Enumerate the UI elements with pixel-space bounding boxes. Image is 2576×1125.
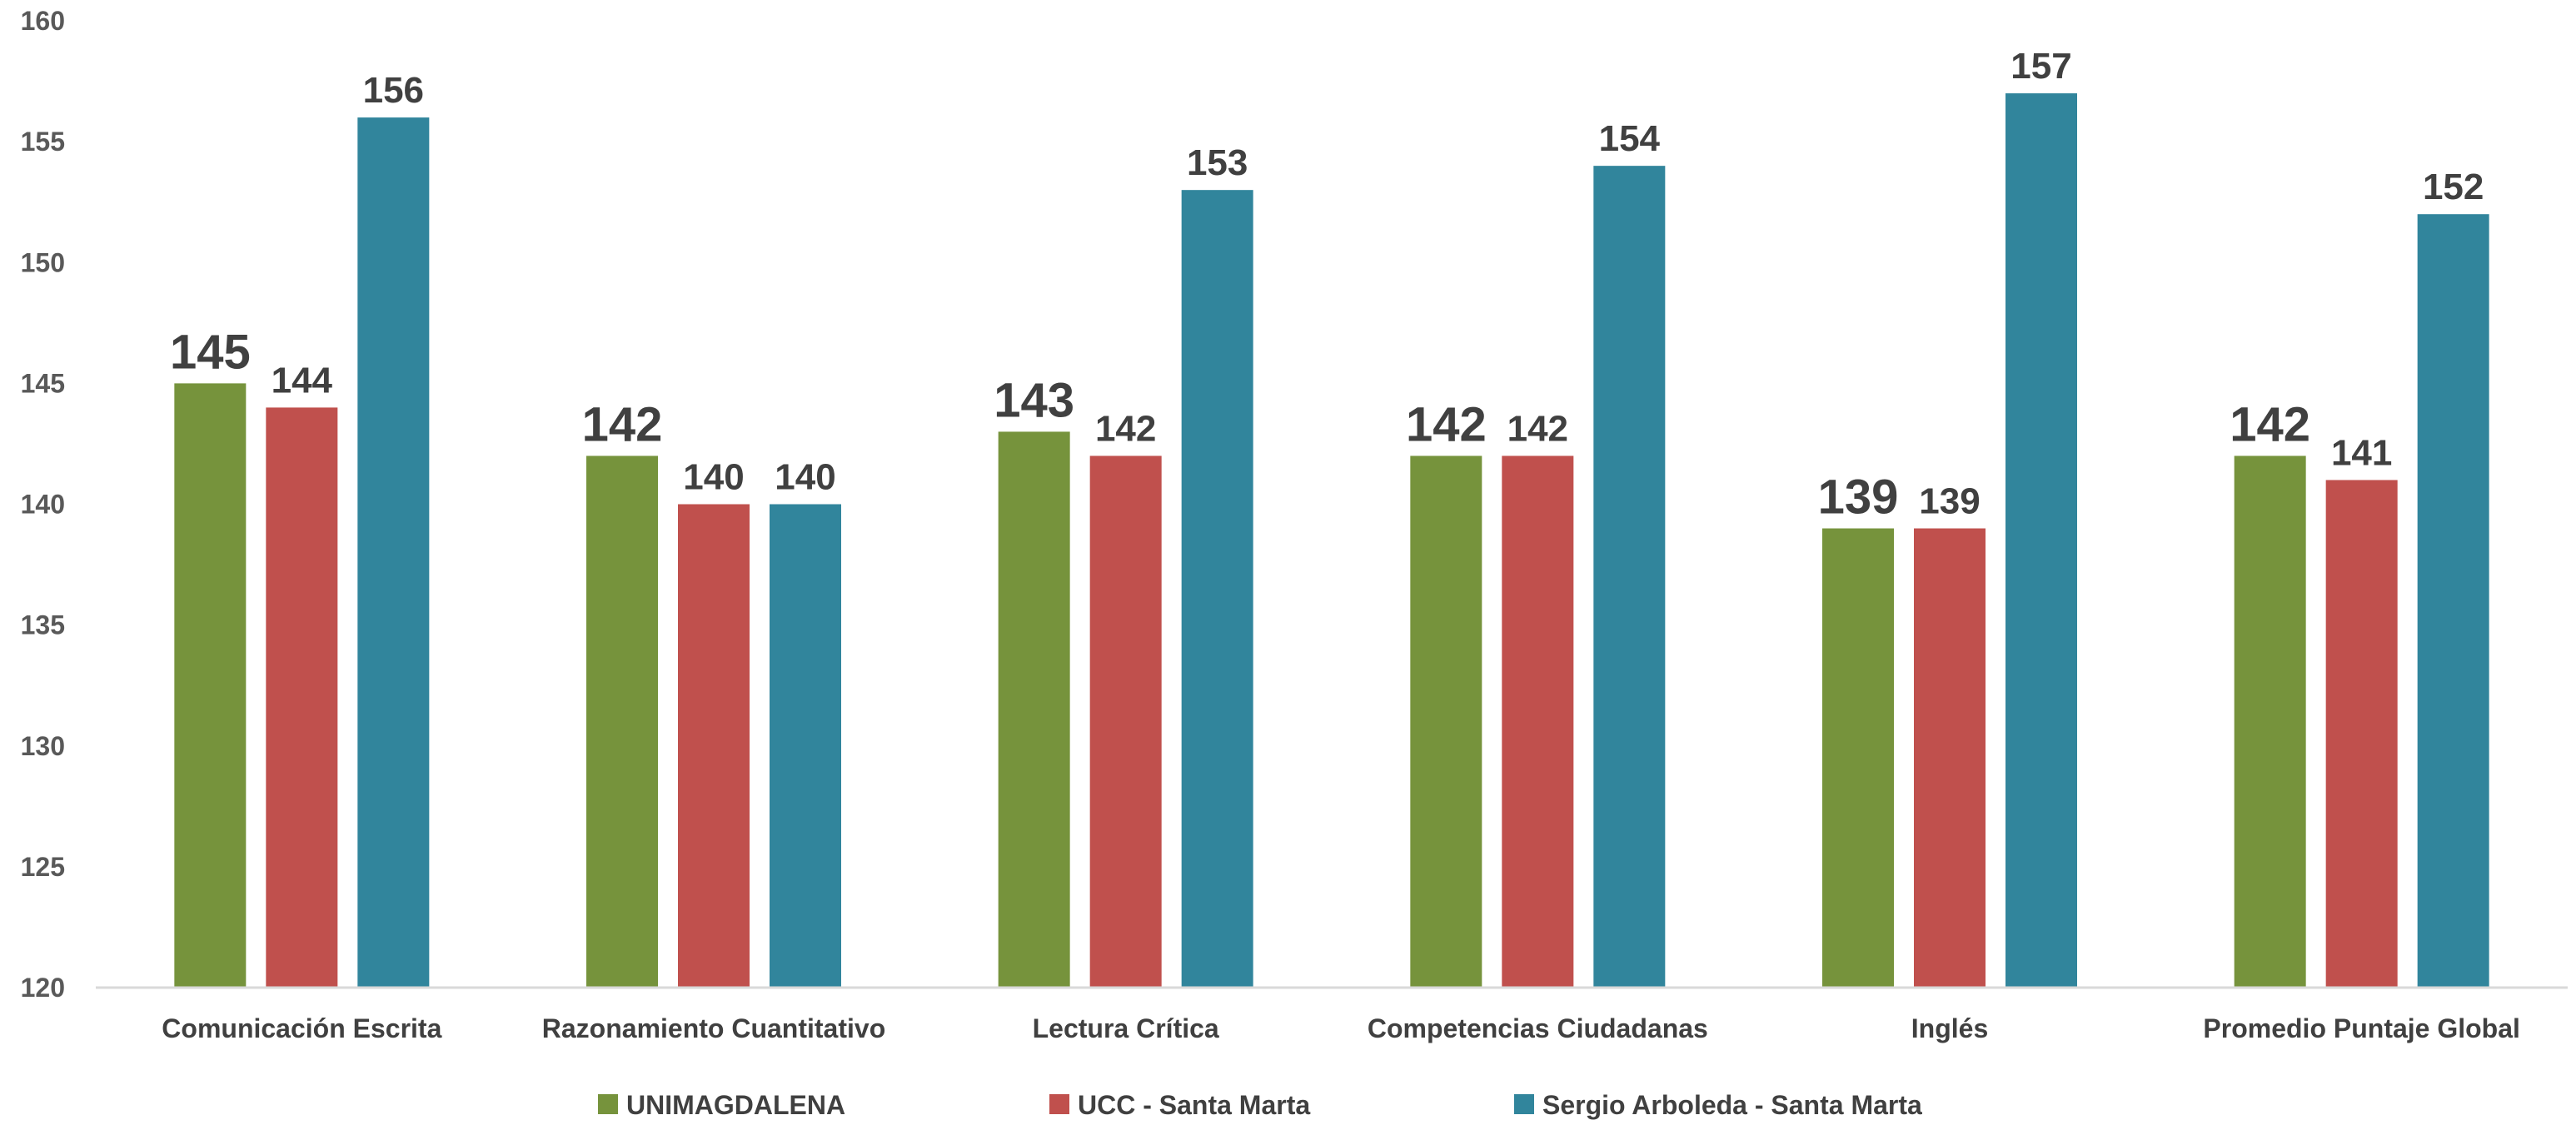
data-label: 157 — [2010, 46, 2071, 87]
bar — [2234, 455, 2306, 988]
bar — [174, 383, 247, 988]
x-category-label: Inglés — [1911, 1013, 1988, 1043]
data-label: 142 — [1507, 408, 1568, 449]
data-label: 154 — [1599, 118, 1661, 159]
data-label: 142 — [1406, 397, 1487, 451]
y-tick-label: 150 — [21, 247, 65, 277]
data-label: 140 — [683, 457, 744, 498]
y-tick-label: 135 — [21, 610, 65, 640]
y-tick-label: 145 — [21, 368, 65, 398]
x-category-label: Competencias Ciudadanas — [1368, 1013, 1708, 1043]
legend: UNIMAGDALENA UCC - Santa Marta Sergio Arbo… — [598, 1090, 1922, 1120]
data-label: 156 — [363, 70, 424, 111]
x-category-label: Razonamiento Cuantitativo — [542, 1013, 885, 1043]
data-label: 142 — [2230, 397, 2310, 451]
bar — [1410, 455, 1482, 988]
data-label: 153 — [1187, 142, 1248, 183]
x-category-label: Promedio Puntaje Global — [2203, 1013, 2520, 1043]
y-axis: 120 125 130 135 140 145 150 155 160 — [21, 6, 65, 1003]
bar — [1089, 455, 1162, 988]
bar — [1822, 528, 1894, 988]
data-label: 141 — [2331, 432, 2392, 473]
y-tick-label: 120 — [21, 973, 65, 1003]
bar — [1914, 528, 1986, 988]
data-label: 140 — [775, 457, 835, 498]
x-axis: Comunicación Escrita Razonamiento Cuantit… — [96, 986, 2568, 1043]
data-label: 144 — [272, 360, 333, 401]
y-tick-label: 125 — [21, 852, 65, 882]
y-tick-label: 155 — [21, 127, 65, 157]
data-label: 143 — [994, 373, 1074, 427]
legend-swatch — [1049, 1094, 1069, 1114]
y-tick-label: 130 — [21, 731, 65, 761]
data-label: 152 — [2423, 167, 2484, 207]
bar — [998, 431, 1070, 988]
legend-swatch — [598, 1094, 618, 1114]
y-tick-label: 140 — [21, 490, 65, 520]
bar — [357, 117, 430, 988]
data-label: 145 — [170, 325, 251, 379]
legend-label: UNIMAGDALENA — [626, 1090, 845, 1120]
data-labels: 145 144 156 142 140 140 143 142 153 142 142 154 139 1… — [170, 46, 2484, 524]
data-label: 139 — [1919, 481, 1980, 522]
bar — [1502, 455, 1574, 988]
y-tick-label: 160 — [21, 6, 65, 36]
x-category-label: Comunicación Escrita — [162, 1013, 441, 1043]
bar — [2325, 480, 2398, 988]
bars — [174, 93, 2489, 988]
x-category-label: Lectura Crítica — [1033, 1013, 1219, 1043]
legend-label: UCC - Santa Marta — [1078, 1090, 1310, 1120]
data-label: 142 — [1095, 408, 1156, 449]
data-label: 139 — [1818, 470, 1899, 525]
data-label: 142 — [582, 397, 663, 451]
legend-label: Sergio Arboleda - Santa Marta — [1542, 1090, 1922, 1120]
bar — [1593, 166, 1666, 988]
bar — [2005, 93, 2077, 988]
bar — [770, 504, 841, 988]
bar — [2417, 214, 2489, 988]
bar — [266, 407, 338, 988]
bar — [586, 455, 658, 988]
legend-swatch — [1514, 1094, 1534, 1114]
bar — [678, 504, 750, 988]
bar — [1181, 190, 1253, 988]
